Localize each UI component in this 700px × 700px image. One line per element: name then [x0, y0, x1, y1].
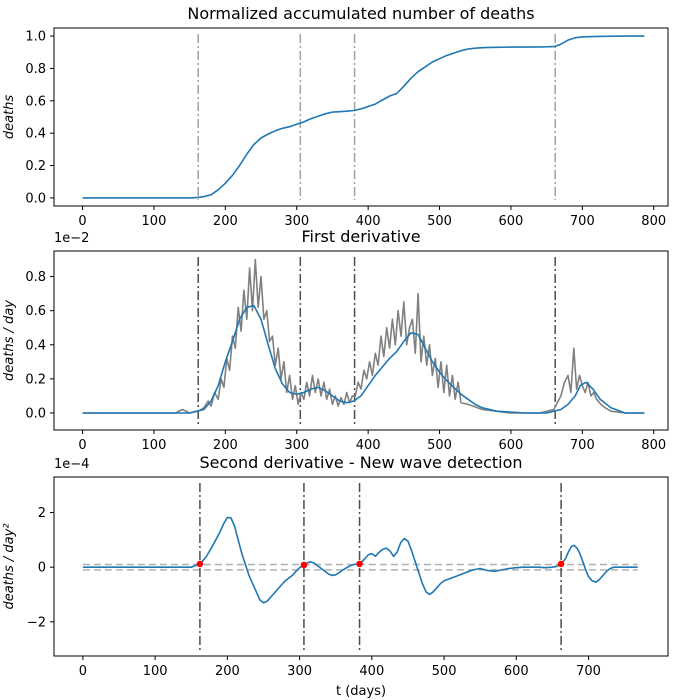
series-line-1 — [82, 258, 645, 414]
y-tick-label: −2 — [27, 615, 46, 630]
y-tick-label: 1.0 — [25, 30, 46, 45]
series-line-1 — [82, 35, 645, 199]
y-tick-label: 0.4 — [25, 127, 46, 142]
y-tick-label: 0.0 — [25, 406, 46, 421]
x-tick-label: 500 — [427, 214, 452, 229]
x-tick-label: 800 — [641, 214, 666, 229]
x-tick-label: 0 — [78, 438, 86, 453]
subplot-2: 0 100 200 300 400 500 600 700 800 0.0 0.2 0.4 0.6 0.8… — [2, 227, 669, 453]
x-tick-label: 300 — [284, 214, 309, 229]
x-tick-label: 800 — [641, 438, 666, 453]
x-tick-label: 300 — [284, 438, 309, 453]
y-tick-label: 0.2 — [25, 159, 46, 174]
x-tick-label: 200 — [213, 438, 238, 453]
x-tick-label: 300 — [287, 664, 312, 679]
subplot-1: 0 100 200 300 400 500 600 700 800 0.0 0.2 0.4 0.6 0.8… — [2, 4, 669, 229]
subplot-title: Normalized accumulated number of deaths — [187, 4, 534, 23]
y-tick-label: 0.2 — [25, 372, 46, 387]
y-tick-label: 0.4 — [25, 338, 46, 353]
y-tick-label: 0.0 — [25, 191, 46, 206]
x-tick-label: 700 — [570, 438, 595, 453]
x-tick-label: 400 — [356, 214, 381, 229]
y-tick-label: 2 — [38, 506, 46, 521]
x-tick-label: 400 — [356, 438, 381, 453]
wave-marker — [196, 560, 204, 568]
axes-frame — [53, 27, 669, 207]
y-offset-label: 1e−2 — [54, 231, 89, 246]
x-tick-label: 400 — [359, 664, 384, 679]
x-tick-label: 100 — [143, 664, 168, 679]
subplot-title: Second derivative - New wave detection — [199, 453, 522, 472]
y-tick-label: 0.8 — [25, 270, 46, 285]
axes-frame — [53, 476, 669, 657]
x-tick-label: 0 — [78, 214, 86, 229]
x-tick-label: 700 — [570, 214, 595, 229]
y-tick-label: 0.8 — [25, 62, 46, 77]
y-offset-label: 1e−4 — [54, 457, 89, 472]
x-tick-label: 200 — [215, 664, 240, 679]
x-tick-label: 700 — [576, 664, 601, 679]
x-tick-label: 200 — [213, 214, 238, 229]
series-line-1 — [82, 516, 638, 604]
wave-marker — [356, 560, 363, 568]
wave-marker — [300, 561, 308, 569]
x-tick-label: 0 — [79, 664, 87, 679]
subplot-title: First derivative — [301, 227, 420, 246]
x-tick-label: 100 — [142, 438, 167, 453]
y-axis-label: deaths — [2, 95, 17, 140]
axes-frame — [53, 250, 669, 431]
y-tick-label: 0.6 — [25, 94, 46, 109]
y-axis-label: deaths / day — [2, 300, 17, 381]
x-tick-label: 500 — [427, 438, 452, 453]
y-axis-label: deaths / day² — [2, 523, 17, 609]
x-tick-label: 600 — [499, 438, 524, 453]
wave-marker — [557, 560, 565, 568]
x-tick-label: 500 — [432, 664, 457, 679]
x-tick-label: 100 — [142, 214, 167, 229]
y-tick-label: 0.6 — [25, 304, 46, 319]
subplot-3: 0 100 200 300 400 500 600 700 −2 0 2 Second derivat… — [2, 453, 669, 699]
x-tick-label: 600 — [499, 214, 524, 229]
x-axis-label: t (days) — [336, 684, 386, 699]
x-tick-label: 600 — [504, 664, 529, 679]
series-line-2 — [82, 304, 645, 414]
y-tick-label: 0 — [38, 561, 46, 576]
